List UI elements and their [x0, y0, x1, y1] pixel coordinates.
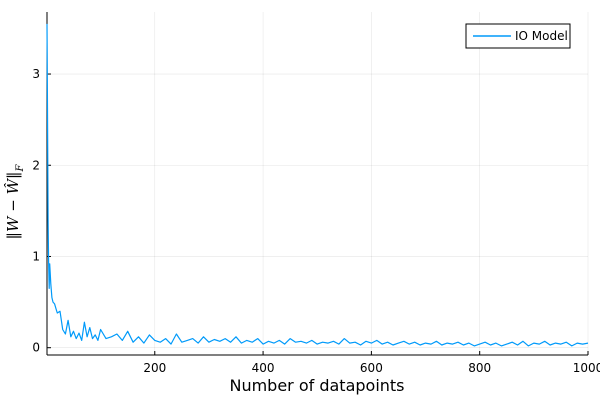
y-axis-title-subscript: F [15, 164, 26, 173]
legend: IO Model [465, 23, 571, 49]
x-tick-label: 800 [468, 361, 491, 375]
y-axis-title: ‖W − Ŵ‖F [4, 164, 26, 240]
y-tick-label: 1 [32, 249, 40, 263]
x-tick-label: 600 [360, 361, 383, 375]
x-tick-label: 1000 [573, 361, 600, 375]
axes [46, 12, 589, 356]
series-layer [46, 23, 589, 347]
x-tick-label: 200 [143, 361, 166, 375]
grid [47, 12, 589, 355]
x-tick-label: 400 [252, 361, 275, 375]
legend-label-io-model: IO Model [515, 29, 568, 43]
svg-text:‖W − Ŵ‖F: ‖W − Ŵ‖F [4, 164, 26, 240]
x-axis-title: Number of datapoints [229, 376, 404, 395]
tick-labels: 200 400 600 800 1000 0 1 2 3 [32, 67, 600, 375]
y-tick-label: 3 [32, 67, 40, 81]
y-axis-title-main: ‖W − Ŵ‖ [4, 172, 22, 240]
y-tick-label: 0 [32, 341, 40, 355]
series-line-io-model [46, 23, 589, 347]
y-tick-label: 2 [32, 158, 40, 172]
